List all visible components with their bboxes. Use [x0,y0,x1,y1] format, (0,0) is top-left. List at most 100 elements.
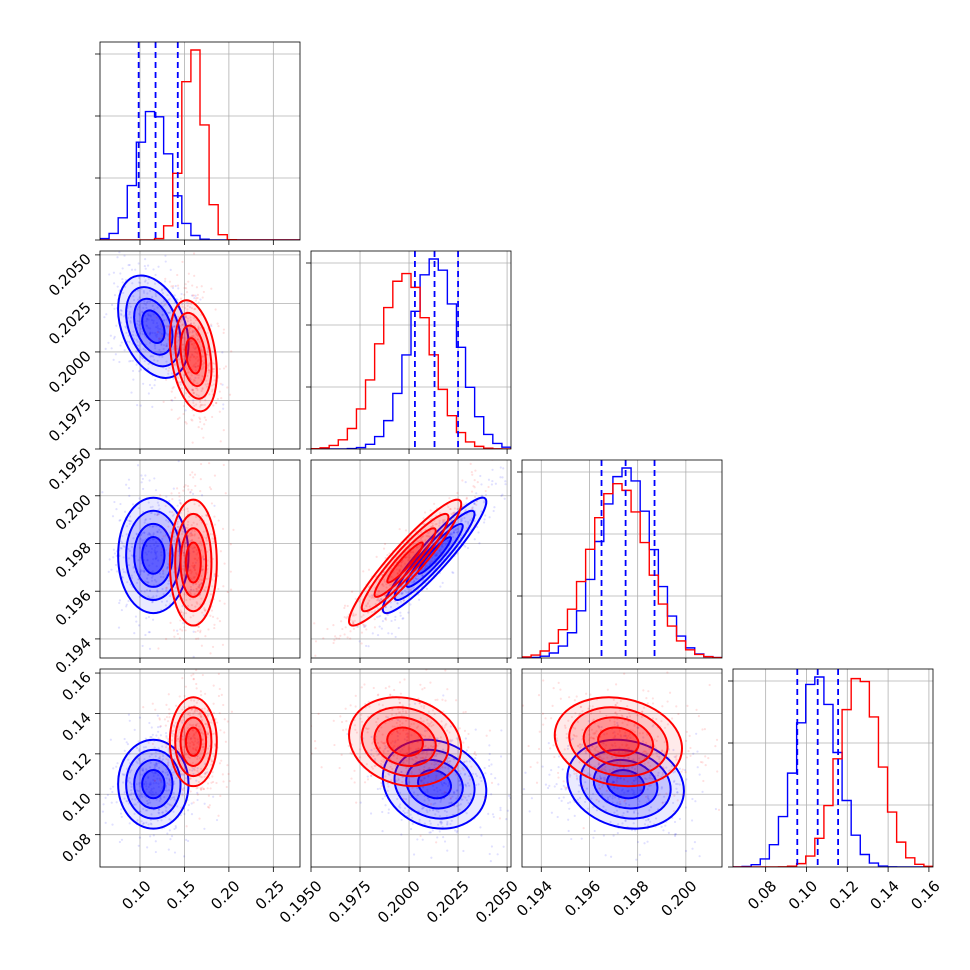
scatter-point [212,702,215,705]
scatter-point [338,766,341,770]
scatter-point [396,730,399,733]
scatter-point [194,387,197,390]
scatter-point [191,492,195,495]
scatter-point [417,747,420,750]
scatter-point [170,551,173,555]
scatter-point [483,521,486,524]
scatter-point [385,593,388,597]
scatter-point [151,304,154,307]
scatter-point [416,725,420,728]
scatter-point [202,365,205,368]
scatter-point [440,798,443,801]
scatter-point [398,681,402,684]
scatter-point [199,490,202,493]
scatter-point [419,717,422,720]
scatter-point [418,818,421,821]
scatter-point [410,771,413,774]
scatter-point [188,768,191,772]
scatter-point [467,794,470,798]
scatter-point [675,787,678,790]
scatter-point [128,520,131,523]
scatter-point [468,784,471,787]
scatter-point [649,744,653,747]
scatter-point [489,859,492,863]
scatter-point [455,789,459,792]
scatter-point [371,595,374,598]
scatter-point [151,562,154,565]
scatter-point [581,785,584,788]
scatter-point [458,804,461,807]
scatter-point [399,692,403,695]
scatter-point [400,561,403,564]
scatter-point [637,803,640,806]
scatter-point [459,518,462,521]
scatter-point [183,336,187,339]
scatter-point [199,715,203,718]
scatter-point [616,732,620,736]
scatter-point [145,325,149,328]
scatter-point [579,705,583,708]
scatter-point [154,762,158,765]
scatter-point [199,420,202,424]
scatter-point [158,507,161,510]
scatter-point [115,765,118,768]
scatter-point [600,793,604,796]
scatter-point [382,578,386,581]
scatter-point [384,741,387,744]
scatter-point [193,564,196,568]
scatter-point [200,348,203,351]
scatter-point [121,576,124,579]
scatter-point [177,750,181,754]
scatter-point [161,770,164,773]
scatter-point [473,486,476,489]
scatter-point [211,362,215,365]
scatter-point [444,543,447,546]
scatter-point [204,537,208,540]
scatter-point [497,783,500,786]
scatter-point [624,798,627,802]
scatter-point [449,796,452,800]
scatter-point [162,344,166,347]
scatter-point [203,608,206,612]
scatter-point [674,756,677,759]
scatter-point [119,309,123,312]
scatter-point [460,519,463,522]
scatter-point [599,777,603,780]
scatter-point [191,389,194,392]
scatter-point [153,549,156,552]
scatter-point [619,777,622,780]
scatter-point [387,632,390,635]
scatter-point [433,554,436,557]
scatter-point [533,762,535,764]
scatter-point [136,819,139,822]
scatter-point [168,297,171,300]
y-tick-label-1-2: 0.2000 [45,347,95,397]
scatter-point [439,548,442,551]
scatter-point [135,760,138,763]
scatter-point [491,479,494,483]
scatter-point [184,685,187,688]
scatter-point [137,306,141,309]
scatter-point [372,596,376,599]
scatter-point [209,532,212,536]
scatter-point [190,524,193,527]
scatter-point [170,768,173,771]
scatter-point [209,593,212,596]
scatter-point [176,520,179,523]
scatter-point [375,750,378,753]
scatter-point [660,787,663,790]
scatter-point [168,708,171,711]
scatter-point [609,820,612,824]
scatter-panel-3-1: 0.1950 0.1975 0.2000 0.2025 0.2050 [276,668,535,927]
scatter-point [189,723,192,726]
scatter-point [457,508,460,511]
scatter-point [566,747,569,750]
scatter-point [152,558,155,561]
scatter-point [402,809,405,813]
scatter-point [189,598,192,601]
scatter-point [191,284,194,287]
scatter-point [397,626,400,630]
scatter-point [189,714,192,717]
scatter-point [168,318,171,321]
scatter-point [181,788,184,791]
